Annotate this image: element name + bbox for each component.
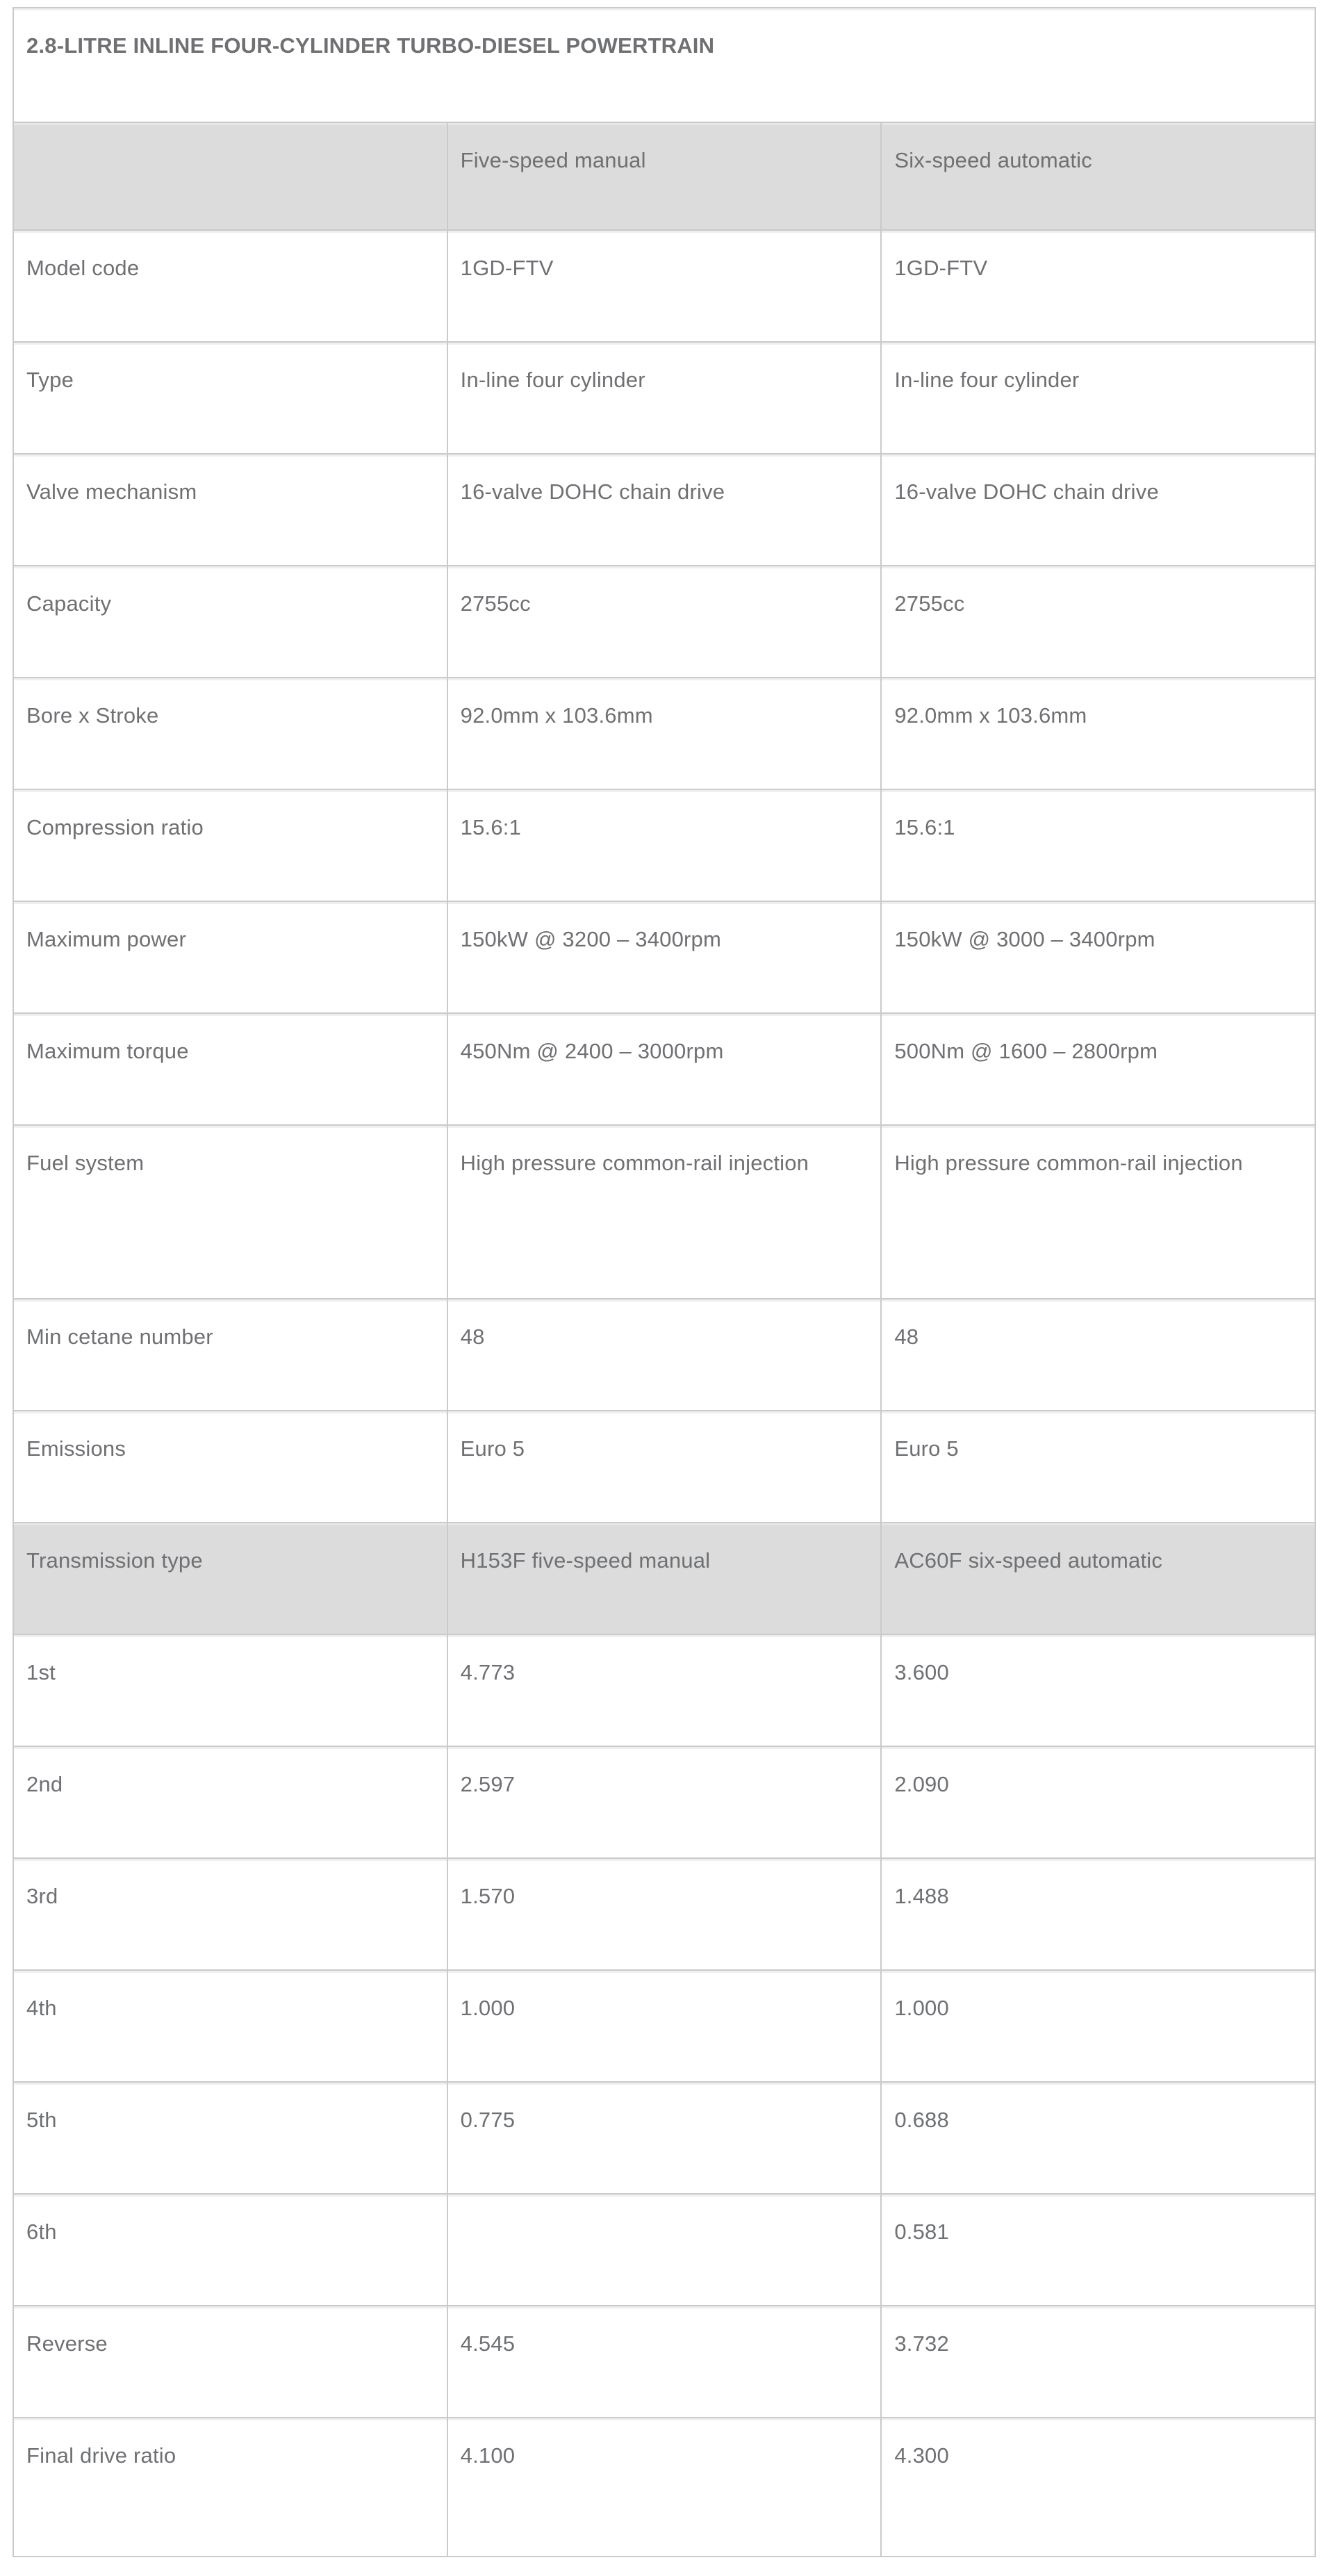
spec-row-gear-2nd: 2nd 2.597 2.090 [13, 1746, 1316, 1859]
manual-value-cell: 16-valve DOHC chain drive [446, 453, 882, 566]
row-label: 5th [13, 2081, 448, 2194]
spec-row-valve-mechanism: Valve mechanism 16-valve DOHC chain driv… [13, 453, 1316, 566]
automatic-value-cell: 16-valve DOHC chain drive [880, 453, 1316, 566]
spec-row-model-code: Model code 1GD-FTV 1GD-FTV [13, 229, 1316, 343]
automatic-value-cell: High pressure common-rail injection [880, 1124, 1316, 1299]
row-label: Fuel system [13, 1124, 448, 1299]
automatic-value-cell: 500Nm @ 1600 – 2800rpm [880, 1012, 1316, 1126]
row-label: Compression ratio [13, 789, 448, 902]
manual-value-cell: H153F five-speed manual [446, 1522, 882, 1635]
spec-row-gear-6th: 6th 0.581 [13, 2193, 1316, 2306]
spec-row-final-drive-ratio: Final drive ratio 4.100 4.300 [13, 2417, 1316, 2557]
row-label: Min cetane number [13, 1298, 448, 1411]
automatic-value-cell: In-line four cylinder [880, 341, 1316, 454]
spec-row-capacity: Capacity 2755cc 2755cc [13, 565, 1316, 678]
automatic-value-cell: 48 [880, 1298, 1316, 1411]
row-label: Model code [13, 229, 448, 343]
manual-value-cell: 15.6:1 [446, 789, 882, 902]
automatic-value-cell: 1.000 [880, 1969, 1316, 2083]
spec-row-bore-x-stroke: Bore x Stroke 92.0mm x 103.6mm 92.0mm x … [13, 677, 1316, 790]
manual-value-cell: High pressure common-rail injection [446, 1124, 882, 1299]
manual-value-cell: 450Nm @ 2400 – 3000rpm [446, 1012, 882, 1126]
table-title-row: 2.8-LITRE INLINE FOUR-CYLINDER TURBO-DIE… [13, 7, 1316, 123]
row-label: Maximum power [13, 901, 448, 1014]
row-label: Transmission type [13, 1522, 448, 1635]
manual-value-cell: 150kW @ 3200 – 3400rpm [446, 901, 882, 1014]
spec-row-gear-5th: 5th 0.775 0.688 [13, 2081, 1316, 2194]
spec-row-min-cetane-number: Min cetane number 48 48 [13, 1298, 1316, 1411]
header-six-speed-automatic: Six-speed automatic [880, 122, 1316, 231]
manual-value-cell: 0.775 [446, 2081, 882, 2194]
powertrain-spec-table-body: 2.8-LITRE INLINE FOUR-CYLINDER TURBO-DIE… [13, 7, 1316, 2557]
row-label: Maximum torque [13, 1012, 448, 1126]
automatic-value-cell: Euro 5 [880, 1410, 1316, 1523]
spec-row-reverse: Reverse 4.545 3.732 [13, 2305, 1316, 2418]
row-label: 6th [13, 2193, 448, 2306]
manual-value-cell: 48 [446, 1298, 882, 1411]
automatic-value-cell: 1.488 [880, 1857, 1316, 1971]
manual-value-cell [446, 2193, 882, 2306]
row-label: 3rd [13, 1857, 448, 1971]
manual-value-cell: 1.570 [446, 1857, 882, 1971]
manual-value-cell: 4.100 [446, 2417, 882, 2557]
table-title: 2.8-LITRE INLINE FOUR-CYLINDER TURBO-DIE… [13, 7, 1316, 123]
spec-row-fuel-system: Fuel system High pressure common-rail in… [13, 1124, 1316, 1299]
manual-value-cell: 4.545 [446, 2305, 882, 2418]
automatic-value-cell: 4.300 [880, 2417, 1316, 2557]
spec-row-type: Type In-line four cylinder In-line four … [13, 341, 1316, 454]
row-label: Reverse [13, 2305, 448, 2418]
row-label: Valve mechanism [13, 453, 448, 566]
manual-value-cell: 1GD-FTV [446, 229, 882, 343]
manual-value-cell: 92.0mm x 103.6mm [446, 677, 882, 790]
spec-row-transmission-type: Transmission type H153F five-speed manua… [13, 1522, 1316, 1635]
row-label: Emissions [13, 1410, 448, 1523]
automatic-value-cell: 2.090 [880, 1746, 1316, 1859]
spec-row-compression-ratio: Compression ratio 15.6:1 15.6:1 [13, 789, 1316, 902]
manual-value-cell: Euro 5 [446, 1410, 882, 1523]
automatic-value-cell: 2755cc [880, 565, 1316, 678]
header-empty-cell [13, 122, 448, 231]
automatic-value-cell: 1GD-FTV [880, 229, 1316, 343]
spec-row-gear-4th: 4th 1.000 1.000 [13, 1969, 1316, 2083]
automatic-value-cell: 3.600 [880, 1634, 1316, 1747]
manual-value-cell: In-line four cylinder [446, 341, 882, 454]
spec-row-gear-3rd: 3rd 1.570 1.488 [13, 1857, 1316, 1971]
manual-value-cell: 1.000 [446, 1969, 882, 2083]
manual-value-cell: 2.597 [446, 1746, 882, 1859]
manual-value-cell: 4.773 [446, 1634, 882, 1747]
automatic-value-cell: 15.6:1 [880, 789, 1316, 902]
spec-row-maximum-power: Maximum power 150kW @ 3200 – 3400rpm 150… [13, 901, 1316, 1014]
spec-row-gear-1st: 1st 4.773 3.600 [13, 1634, 1316, 1747]
row-label: Capacity [13, 565, 448, 678]
automatic-value-cell: AC60F six-speed automatic [880, 1522, 1316, 1635]
automatic-value-cell: 0.688 [880, 2081, 1316, 2194]
row-label: Bore x Stroke [13, 677, 448, 790]
spec-row-emissions: Emissions Euro 5 Euro 5 [13, 1410, 1316, 1523]
column-header-row: Five-speed manual Six-speed automatic [13, 122, 1316, 231]
row-label: 1st [13, 1634, 448, 1747]
manual-value-cell: 2755cc [446, 565, 882, 678]
powertrain-spec-table: 2.8-LITRE INLINE FOUR-CYLINDER TURBO-DIE… [13, 7, 1316, 2557]
automatic-value-cell: 3.732 [880, 2305, 1316, 2418]
automatic-value-cell: 92.0mm x 103.6mm [880, 677, 1316, 790]
row-label: 4th [13, 1969, 448, 2083]
automatic-value-cell: 0.581 [880, 2193, 1316, 2306]
row-label: 2nd [13, 1746, 448, 1859]
row-label: Final drive ratio [13, 2417, 448, 2557]
header-five-speed-manual: Five-speed manual [446, 122, 882, 231]
automatic-value-cell: 150kW @ 3000 – 3400rpm [880, 901, 1316, 1014]
row-label: Type [13, 341, 448, 454]
spec-row-maximum-torque: Maximum torque 450Nm @ 2400 – 3000rpm 50… [13, 1012, 1316, 1126]
